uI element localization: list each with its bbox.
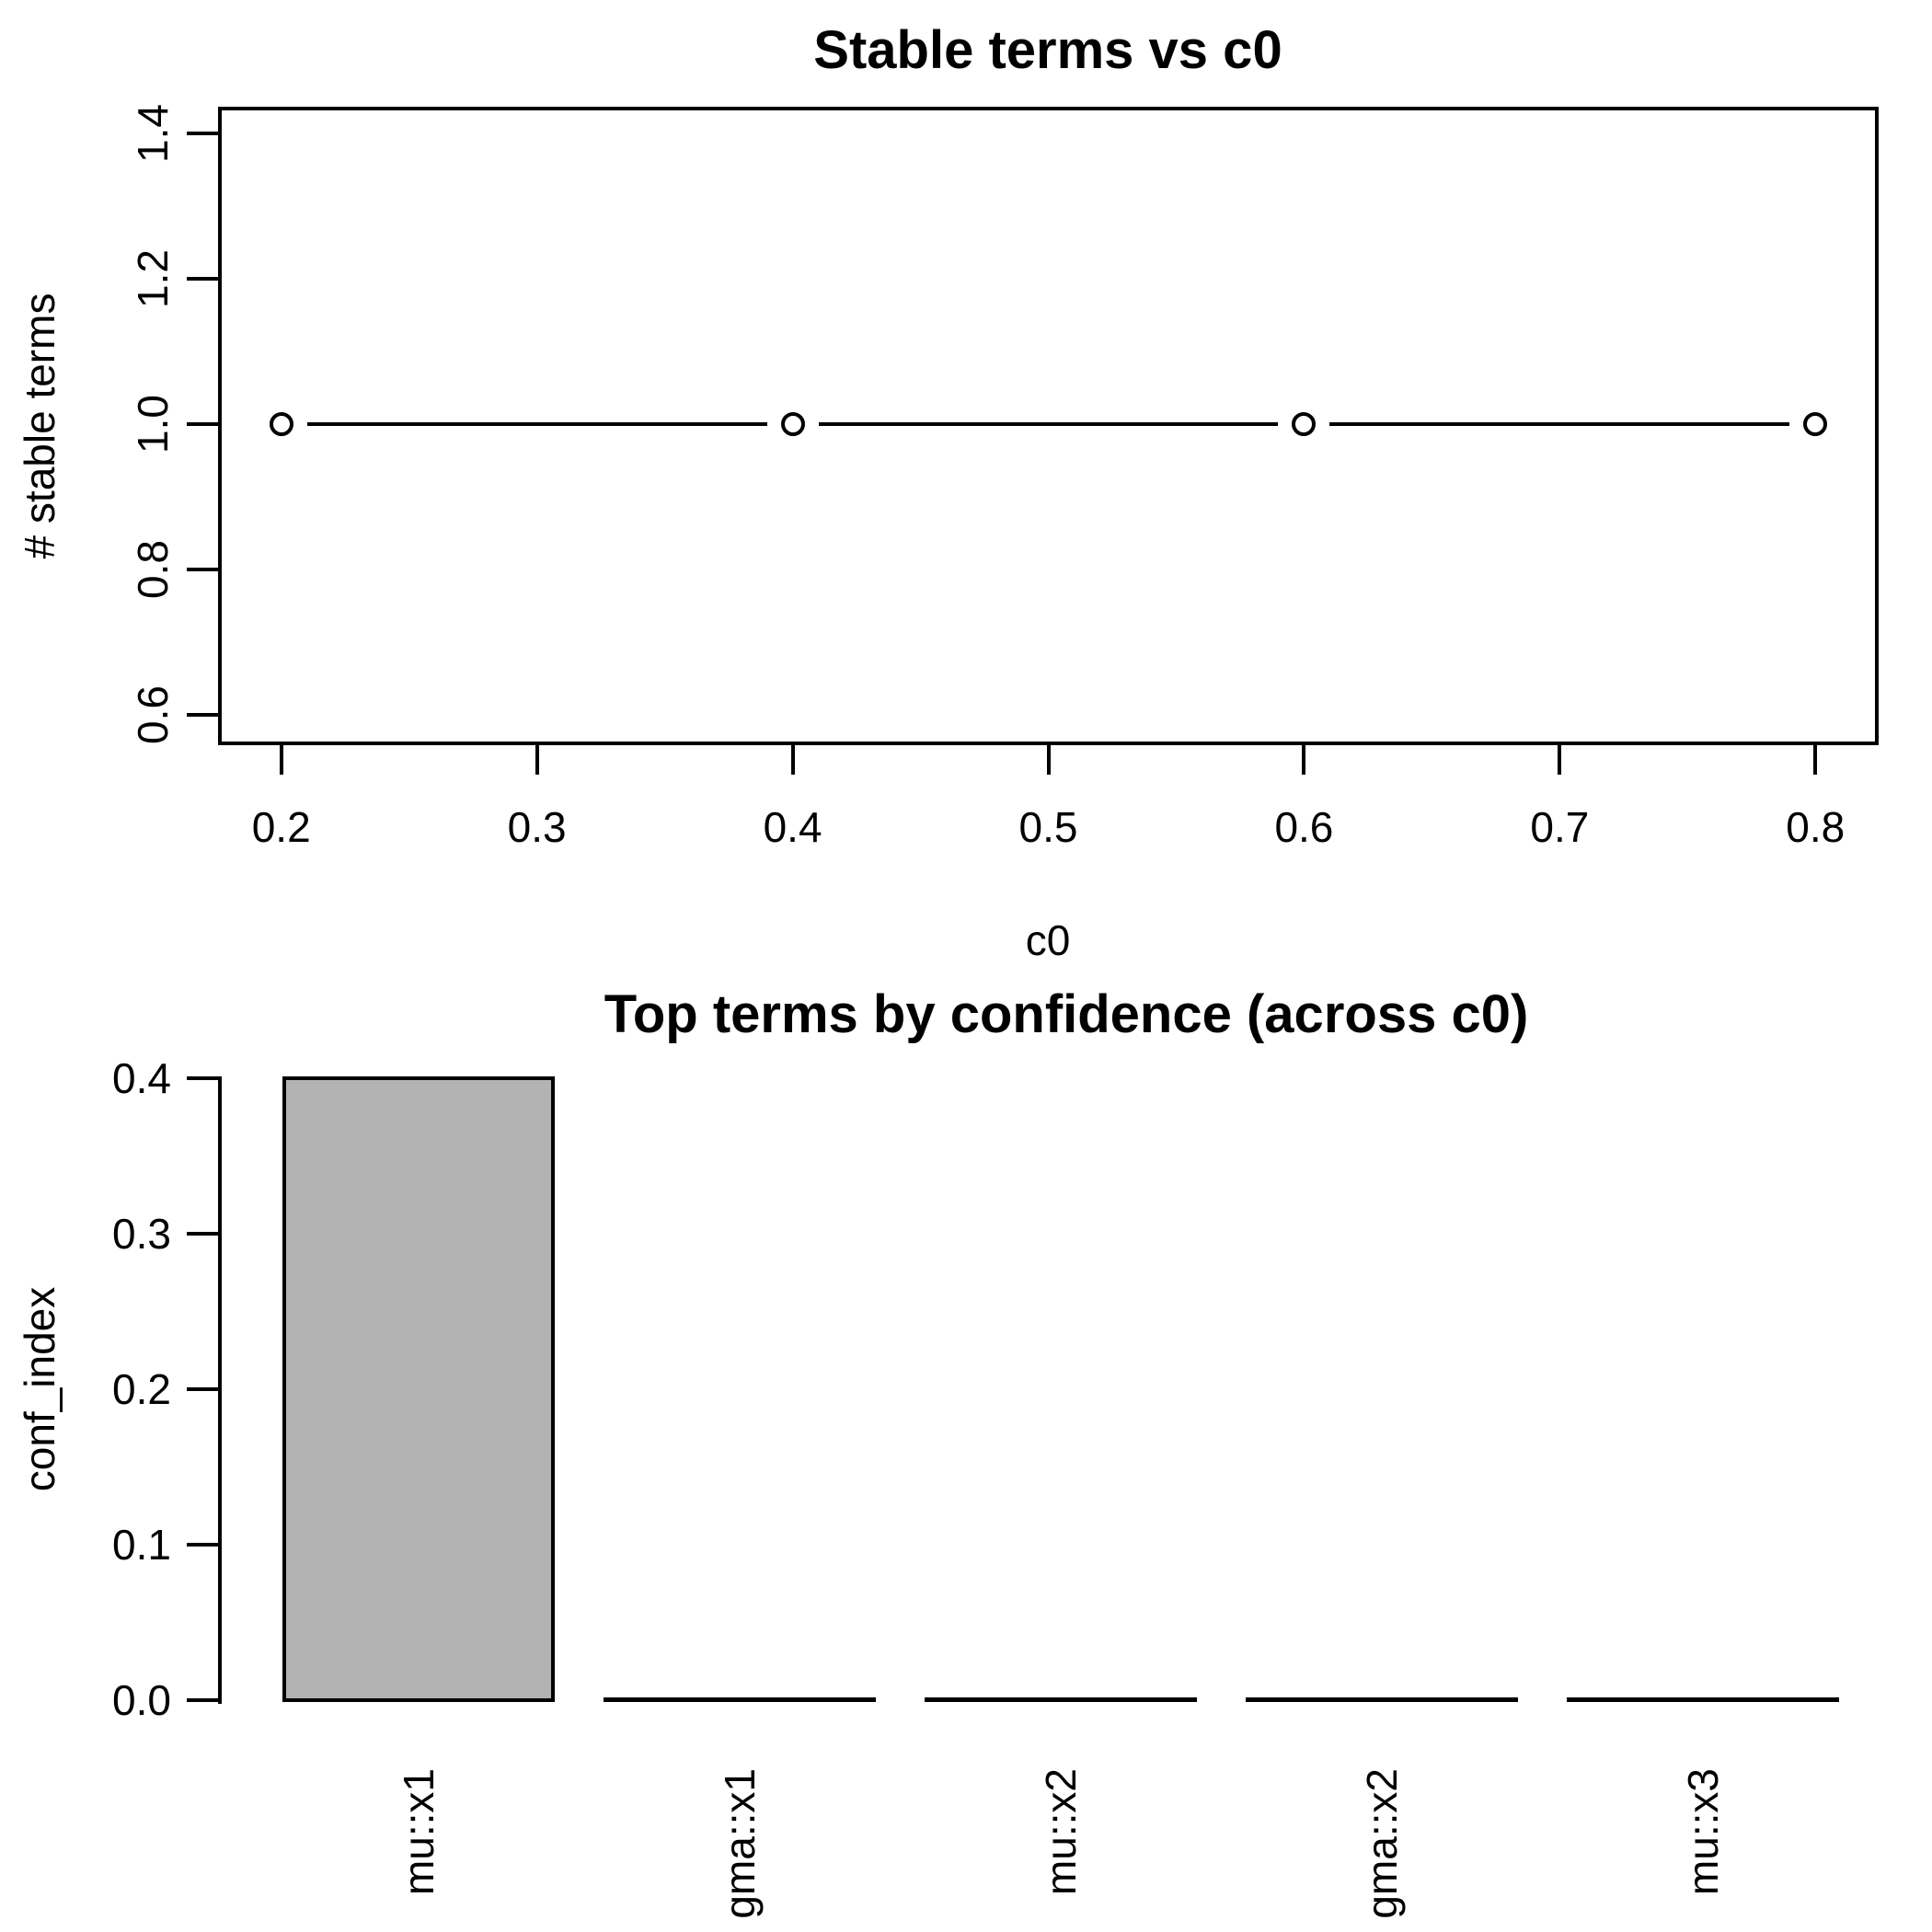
chart2-bar-zero [1246, 1697, 1518, 1702]
chart2-y-tick-mark [187, 1387, 220, 1391]
chart1-y-tick-label: 1.2 [129, 248, 177, 308]
chart2-y-tick-label: 0.2 [112, 1365, 171, 1413]
chart1-line-segment [818, 422, 1279, 427]
chart2-category-label: gma::x1 [716, 1768, 764, 1919]
chart1-title: Stable terms vs c0 [813, 20, 1282, 80]
chart1-x-tick-label: 0.7 [1530, 803, 1590, 851]
chart2-y-tick-label: 0.4 [112, 1054, 171, 1102]
chart1-x-tick-label: 0.8 [1786, 803, 1846, 851]
chart1-x-tick-label: 0.3 [507, 803, 567, 851]
chart1-y-tick-mark [187, 131, 220, 135]
chart1-y-tick-mark [187, 276, 220, 281]
chart1-line-segment [1329, 422, 1790, 427]
chart2-title: Top terms by confidence (across c0) [604, 984, 1529, 1044]
chart1-y-tick-label: 0.8 [129, 540, 177, 600]
chart1-y-tick-label: 1.4 [129, 103, 177, 163]
chart2-bar [282, 1076, 555, 1702]
chart1-y-tick-mark [187, 713, 220, 718]
chart1-x-tick-label: 0.2 [251, 803, 311, 851]
chart2-category-label: mu::x2 [1037, 1768, 1085, 1896]
chart2-category-label: gma::x2 [1358, 1768, 1406, 1919]
chart1-x-axis-label: c0 [1025, 916, 1071, 964]
chart1-x-tick-mark [1046, 743, 1051, 775]
chart1-data-point [1292, 412, 1317, 437]
chart1-data-point [780, 412, 805, 437]
chart1-x-tick-label: 0.4 [763, 803, 822, 851]
chart2-bar-zero [604, 1697, 876, 1702]
chart1-x-tick-mark [1558, 743, 1562, 775]
chart1-line-segment [306, 422, 767, 427]
chart2-y-tick-label: 0.3 [112, 1210, 171, 1258]
chart2-y-tick-mark [187, 1698, 220, 1702]
chart2-category-label: mu::x3 [1679, 1768, 1727, 1896]
chart2-y-tick-mark [187, 1232, 220, 1236]
chart2-y-axis-line [218, 1076, 222, 1704]
chart1-data-point [269, 412, 293, 437]
chart1-x-tick-mark [279, 743, 283, 775]
chart1-x-tick-label: 0.6 [1274, 803, 1334, 851]
chart1-x-tick-label: 0.5 [1018, 803, 1078, 851]
chart2-bar-zero [925, 1697, 1197, 1702]
chart1-data-point [1803, 412, 1828, 437]
chart2-bar-zero [1567, 1697, 1839, 1702]
chart1-y-tick-mark [187, 422, 220, 427]
chart2-y-tick-mark [187, 1076, 220, 1080]
chart1-x-tick-mark [1302, 743, 1306, 775]
chart2-y-tick-label: 0.1 [112, 1521, 171, 1569]
chart1-y-tick-mark [187, 568, 220, 572]
chart1-x-tick-mark [1813, 743, 1818, 775]
chart2-y-tick-label: 0.0 [112, 1676, 171, 1724]
chart1-y-tick-label: 1.0 [129, 395, 177, 454]
chart2-category-label: mu::x1 [395, 1768, 443, 1896]
chart1-x-tick-mark [535, 743, 539, 775]
chart1-y-tick-label: 0.6 [129, 685, 177, 745]
chart1-y-axis-label: # stable terms [16, 293, 63, 559]
chart2-y-tick-mark [187, 1543, 220, 1547]
chart1-x-tick-mark [790, 743, 795, 775]
